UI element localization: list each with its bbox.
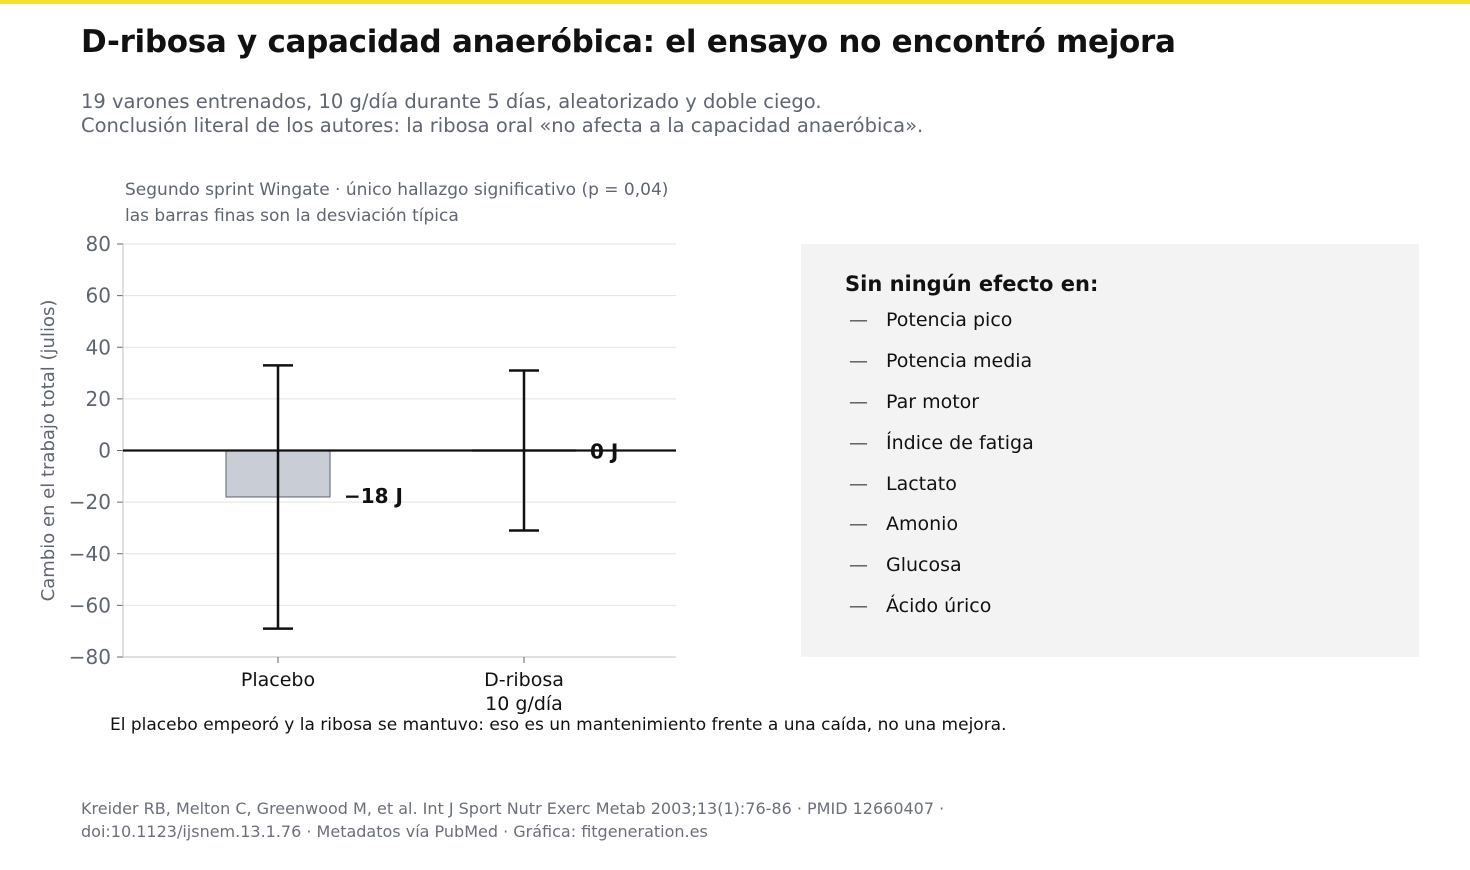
dash-marker: — (849, 554, 868, 577)
chart-note: El placebo empeoró y la ribosa se mantuv… (110, 715, 1007, 735)
y-tick-label: 80 (86, 232, 111, 256)
no-effect-item: — Potencia pico (849, 300, 1034, 341)
no-effect-title: Sin ningún efecto en: (845, 272, 1099, 296)
y-tick-label: 40 (86, 335, 111, 359)
dash-marker: — (849, 594, 868, 617)
no-effect-item: — Ácido úrico (849, 586, 1034, 627)
dash-marker: — (849, 513, 868, 536)
chart-panel-title: Segundo sprint Wingate · único hallazgo … (125, 177, 668, 229)
subtitle-line-1: 19 varones entrenados, 10 g/día durante … (81, 90, 822, 113)
no-effect-panel: Sin ningún efecto en: — Potencia pico — Pot… (801, 244, 1419, 657)
source-line-1: Kreider RB, Melton C, Greenwood M, et al… (81, 799, 945, 818)
source-line-2: doi:10.1123/ijsnem.13.1.76 · Metadatos v… (81, 822, 708, 841)
no-effect-item-label: Potencia media (886, 350, 1033, 373)
no-effect-item-label: Lactato (886, 472, 957, 495)
no-effect-item-label: Índice de fatiga (886, 431, 1034, 454)
y-tick-label: 60 (86, 284, 111, 308)
y-tick-label: 0 (98, 439, 111, 463)
subtitle: 19 varones entrenados, 10 g/día durante … (81, 90, 923, 138)
no-effect-item-label: Potencia pico (886, 309, 1013, 332)
no-effect-item-label: Ácido úrico (886, 594, 992, 617)
no-effect-item-label: Amonio (886, 513, 959, 536)
no-effect-item: — Par motor (849, 382, 1034, 423)
dash-marker: — (849, 431, 868, 454)
y-tick-label: −40 (69, 542, 111, 566)
no-effect-item: — Lactato (849, 463, 1034, 504)
no-effect-item-label: Glucosa (886, 554, 962, 577)
source-citation: Kreider RB, Melton C, Greenwood M, et al… (81, 797, 944, 843)
data-label: −18 J (344, 484, 403, 508)
x-tick-label: 10 g/día (485, 693, 563, 715)
dash-marker: — (849, 350, 868, 373)
bar-chart: 80 60 40 20 0 −20 −40 −60 −80 Cambio en el trabaj… (38, 232, 676, 715)
y-tick-label: 20 (86, 387, 111, 411)
chart-panel-title-line-2: las barras finas son la desviación típic… (125, 206, 459, 226)
top-accent-bar (0, 0, 1470, 4)
data-label: 0 J (590, 440, 618, 464)
dash-marker: — (849, 309, 868, 332)
y-tick-label: −60 (69, 593, 111, 617)
chart-panel-title-line-1: Segundo sprint Wingate · único hallazgo … (125, 180, 669, 200)
y-tick-label: −80 (69, 645, 111, 669)
no-effect-item-label: Par motor (886, 390, 980, 413)
dash-marker: — (849, 472, 868, 495)
y-tick-label: −20 (69, 490, 111, 514)
x-tick-label: Placebo (241, 669, 315, 691)
dash-marker: — (849, 390, 868, 413)
no-effect-item: — Glucosa (849, 545, 1034, 586)
no-effect-item: — Potencia media (849, 341, 1034, 382)
subtitle-line-2: Conclusión literal de los autores: la ri… (81, 114, 924, 137)
no-effect-item: — Amonio (849, 504, 1034, 545)
no-effect-item: — Índice de fatiga (849, 422, 1034, 463)
y-axis-label: Cambio en el trabajo total (julios) (38, 300, 59, 602)
no-effect-list: — Potencia pico — Potencia media — Par motor —… (849, 300, 1034, 626)
x-tick-label: D-ribosa (484, 669, 564, 691)
page-title: D-ribosa y capacidad anaeróbica: el ensa… (81, 24, 1176, 60)
